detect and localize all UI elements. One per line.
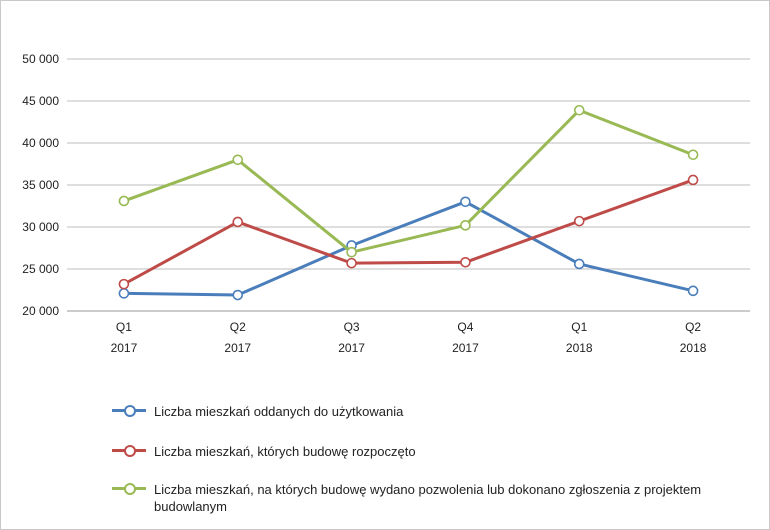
legend-label-3: Liczba mieszkań, na których budowę wydan… bbox=[154, 482, 702, 514]
y-tick-label: 45 000 bbox=[22, 94, 59, 108]
data-point bbox=[232, 289, 244, 301]
x-tick-label-quarter: Q3 bbox=[344, 320, 360, 334]
data-point bbox=[232, 216, 244, 228]
legend-marker-2 bbox=[112, 443, 146, 457]
data-point bbox=[232, 154, 244, 166]
data-point bbox=[573, 215, 585, 227]
y-tick-label: 30 000 bbox=[22, 220, 59, 234]
y-tick-label: 25 000 bbox=[22, 262, 59, 276]
data-point bbox=[573, 104, 585, 116]
x-tick-label-year: 2017 bbox=[111, 341, 138, 355]
series-3 bbox=[118, 104, 699, 258]
data-point bbox=[346, 246, 357, 258]
data-point bbox=[118, 195, 130, 207]
x-tick-label-year: 2017 bbox=[224, 341, 251, 355]
legend-item-1: Liczba mieszkań oddanych do użytkowania bbox=[112, 403, 403, 420]
x-tick-label-quarter: Q4 bbox=[457, 320, 473, 334]
y-tick-label: 35 000 bbox=[22, 178, 59, 192]
x-tick-label-quarter: Q1 bbox=[116, 320, 132, 334]
legend-marker-1 bbox=[112, 403, 146, 417]
x-tick-label-quarter: Q1 bbox=[571, 320, 587, 334]
data-point bbox=[687, 285, 699, 297]
x-tick-label-year: 2018 bbox=[566, 341, 593, 355]
series-line bbox=[122, 200, 695, 297]
series-1 bbox=[118, 196, 699, 301]
series-lines bbox=[118, 104, 699, 301]
y-tick-label: 20 000 bbox=[22, 304, 59, 318]
y-tick-label: 50 000 bbox=[22, 52, 59, 66]
y-axis-ticks: 20 000 25 000 30 000 35 000 40 000 45 000 50 0… bbox=[22, 52, 59, 318]
x-tick-label-quarter: Q2 bbox=[685, 320, 701, 334]
x-axis-ticks: Q1 2017 Q2 2017 Q3 2017 Q4 2017 Q1 2018 Q2 2018 bbox=[111, 320, 707, 355]
legend-label-2: Liczba mieszkań, których budowę rozpoczę… bbox=[154, 444, 416, 459]
x-tick-label-year: 2017 bbox=[452, 341, 479, 355]
x-tick-label-year: 2018 bbox=[680, 341, 707, 355]
legend-item-3: Liczba mieszkań, na których budowę wydan… bbox=[112, 481, 729, 515]
data-point bbox=[687, 174, 699, 186]
series-line bbox=[122, 108, 695, 254]
data-point bbox=[118, 278, 130, 290]
legend-item-2: Liczba mieszkań, których budowę rozpoczę… bbox=[112, 443, 416, 460]
legend-marker-3 bbox=[112, 481, 146, 495]
y-tick-label: 40 000 bbox=[22, 136, 59, 150]
x-tick-label-year: 2017 bbox=[338, 341, 365, 355]
series-2 bbox=[118, 174, 699, 290]
x-tick-label-quarter: Q2 bbox=[230, 320, 246, 334]
data-point bbox=[346, 257, 357, 269]
series-line bbox=[122, 178, 695, 286]
gridlines bbox=[67, 58, 750, 312]
legend-label-1: Liczba mieszkań oddanych do użytkowania bbox=[154, 404, 404, 419]
data-point bbox=[687, 149, 699, 161]
data-point bbox=[460, 196, 471, 208]
data-point bbox=[460, 220, 471, 231]
data-point bbox=[118, 288, 130, 299]
data-point bbox=[460, 256, 471, 268]
data-point bbox=[573, 258, 585, 270]
